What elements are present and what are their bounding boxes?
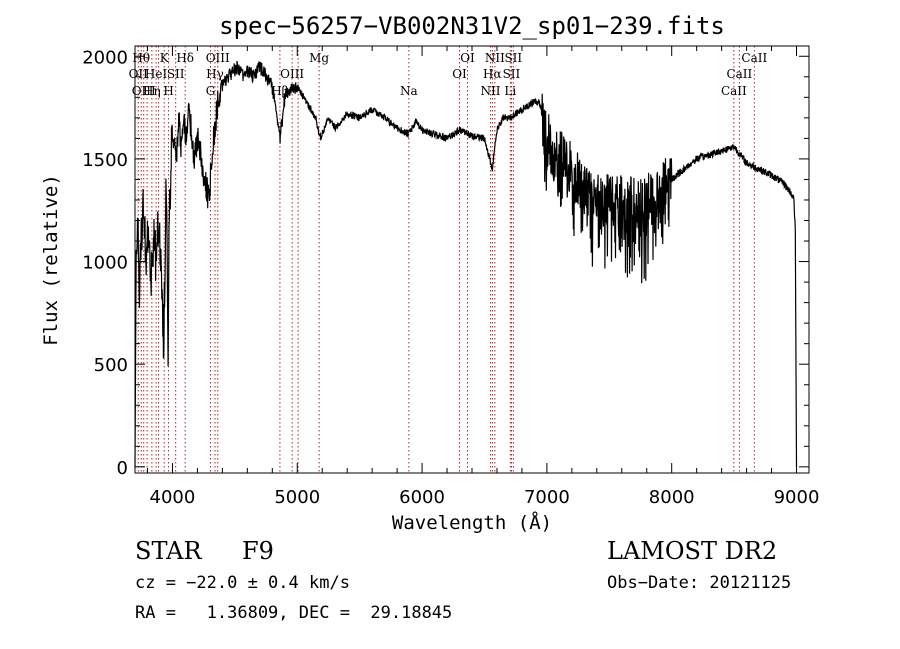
line-label: OIII: [206, 51, 230, 65]
line-label: SII: [167, 67, 185, 81]
line-label: Mg: [309, 51, 329, 65]
object-class: STAR: [135, 537, 202, 565]
y-axis-label: Flux (relative): [40, 174, 62, 346]
line-label: SII: [503, 67, 521, 81]
line-label: CaII: [741, 51, 767, 65]
x-tick-label: 8000: [649, 487, 695, 508]
line-label: H: [163, 84, 173, 98]
line-label: NII: [480, 84, 500, 98]
y-tick-label: 2000: [82, 47, 128, 68]
x-tick-label: 7000: [524, 487, 570, 508]
survey-name: LAMOST DR2: [607, 537, 778, 565]
line-label: Hθ: [132, 51, 150, 65]
x-tick-label: 5000: [274, 487, 320, 508]
spectrum-line: [134, 60, 798, 467]
spectral-line-labels: OIIHθOIIIHηHeIKHSIIHδGHγOIIIHβOIIIMgNaOI…: [129, 51, 768, 98]
x-tick-label: 4000: [150, 487, 196, 508]
x-tick-label: 6000: [399, 487, 445, 508]
x-axis-label: Wavelength (Å): [392, 511, 552, 534]
line-label: K: [160, 51, 170, 65]
line-label: HeI: [145, 67, 168, 81]
chart-title: spec−56257−VB002N31V2_sp01−239.fits: [219, 12, 725, 40]
redshift-readout: cz = −22.0 ± 0.4 km/s: [135, 573, 350, 593]
obs-date: Obs−Date: 20121125: [607, 573, 792, 593]
line-label: Hδ: [176, 51, 194, 65]
line-label: SII: [504, 51, 522, 65]
line-label: Hη: [143, 84, 161, 98]
line-label: OI: [452, 67, 467, 81]
coordinates: RA = 1.36809, DEC = 29.18845: [135, 603, 453, 623]
line-label: CaII: [726, 67, 752, 81]
object-subclass: F9: [242, 537, 274, 565]
line-label: OIII: [280, 67, 304, 81]
x-tick-label: 9000: [774, 487, 820, 508]
x-axis: 4000 5000 6000 7000 8000 9000: [146, 46, 820, 508]
y-tick-label: 500: [94, 355, 128, 376]
y-axis: 0 500 1000 1500 2000: [82, 47, 809, 479]
line-label: Hγ: [206, 67, 224, 81]
line-label: NII: [485, 51, 505, 65]
spectral-line-markers: [137, 46, 755, 473]
line-label: Na: [400, 84, 418, 98]
y-tick-label: 1500: [82, 150, 128, 171]
line-label: Hα: [483, 67, 502, 81]
line-label: G: [206, 84, 216, 98]
line-label: OI: [460, 51, 475, 65]
plot-frame: [134, 45, 810, 474]
line-label: OIII: [132, 84, 156, 98]
y-tick-label: 0: [117, 458, 128, 479]
line-label: Li: [504, 84, 516, 98]
y-tick-label: 1000: [82, 253, 128, 274]
line-label: CaII: [721, 84, 747, 98]
line-label: OII: [129, 67, 149, 81]
